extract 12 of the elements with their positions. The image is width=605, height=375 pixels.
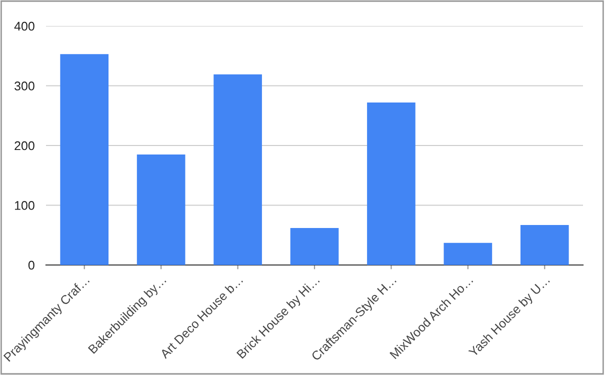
bar <box>367 102 416 265</box>
bar <box>214 74 262 265</box>
bar <box>136 154 186 265</box>
y-tick-label: 200 <box>14 141 34 150</box>
bar <box>520 224 569 265</box>
bar <box>290 228 339 265</box>
y-tick-label: 0 <box>28 260 34 270</box>
bar <box>60 54 109 265</box>
y-tick-label: 400 <box>14 22 34 31</box>
bar <box>444 242 492 265</box>
y-tick-label: 300 <box>14 82 34 90</box>
y-tick-label: 100 <box>14 201 34 210</box>
